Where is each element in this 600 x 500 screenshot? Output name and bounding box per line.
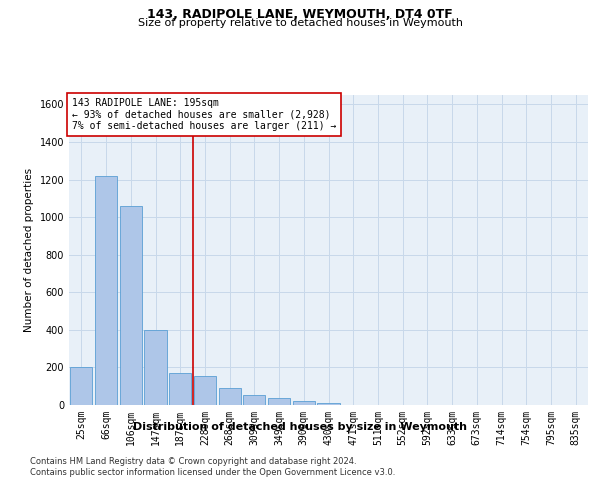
Text: 143 RADIPOLE LANE: 195sqm
← 93% of detached houses are smaller (2,928)
7% of sem: 143 RADIPOLE LANE: 195sqm ← 93% of detac… [71, 98, 336, 132]
Bar [293, 401, 315, 405]
Bar [169, 373, 191, 405]
Bar [194, 376, 216, 405]
Bar [95, 176, 117, 405]
Bar [218, 388, 241, 405]
Text: 143, RADIPOLE LANE, WEYMOUTH, DT4 0TF: 143, RADIPOLE LANE, WEYMOUTH, DT4 0TF [147, 8, 453, 20]
Y-axis label: Number of detached properties: Number of detached properties [24, 168, 34, 332]
Text: Size of property relative to detached houses in Weymouth: Size of property relative to detached ho… [137, 18, 463, 28]
Text: Contains HM Land Registry data © Crown copyright and database right 2024.
Contai: Contains HM Land Registry data © Crown c… [30, 458, 395, 477]
Bar [268, 398, 290, 405]
Bar [119, 206, 142, 405]
Bar [145, 330, 167, 405]
Bar [317, 403, 340, 405]
Text: Distribution of detached houses by size in Weymouth: Distribution of detached houses by size … [133, 422, 467, 432]
Bar [70, 368, 92, 405]
Bar [243, 394, 265, 405]
